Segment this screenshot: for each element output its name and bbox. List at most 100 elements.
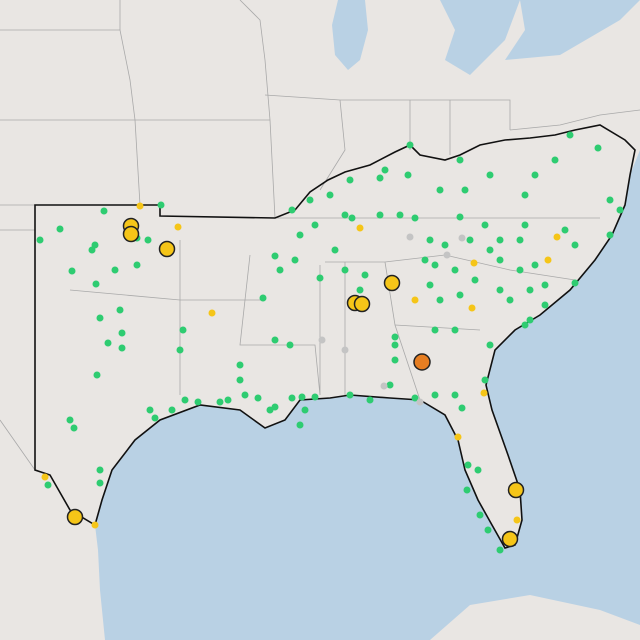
- station-normal: [366, 396, 374, 404]
- station-normal: [481, 221, 489, 229]
- station-normal: [236, 376, 244, 384]
- state-borders: [0, 0, 640, 471]
- station-warning: [356, 224, 364, 232]
- station-normal: [426, 281, 434, 289]
- station-normal: [376, 211, 384, 219]
- station-normal: [104, 339, 112, 347]
- station-normal: [486, 341, 494, 349]
- station-normal: [531, 171, 539, 179]
- station-normal: [381, 166, 389, 174]
- station-normal: [526, 316, 534, 324]
- station-normal: [70, 424, 78, 432]
- station-normal: [484, 526, 492, 534]
- station-normal: [146, 406, 154, 414]
- station-inactive: [406, 233, 414, 241]
- station-alert: [122, 225, 140, 243]
- station-normal: [486, 246, 494, 254]
- station-normal: [431, 391, 439, 399]
- station-alert: [66, 508, 84, 526]
- station-normal: [411, 214, 419, 222]
- station-warning: [208, 309, 216, 317]
- station-normal: [506, 296, 514, 304]
- station-normal: [66, 416, 74, 424]
- station-normal: [356, 286, 364, 294]
- station-normal: [96, 466, 104, 474]
- gulf-and-atlantic: [95, 150, 640, 640]
- station-normal: [194, 398, 202, 406]
- station-normal: [276, 266, 284, 274]
- station-normal: [157, 201, 165, 209]
- station-normal: [526, 286, 534, 294]
- station-normal: [594, 144, 602, 152]
- station-normal: [411, 394, 419, 402]
- station-warning: [454, 433, 462, 441]
- station-normal: [224, 396, 232, 404]
- station-normal: [386, 381, 394, 389]
- station-normal: [404, 171, 412, 179]
- station-normal: [391, 333, 399, 341]
- station-normal: [361, 271, 369, 279]
- station-warning: [174, 223, 182, 231]
- station-normal: [116, 306, 124, 314]
- station-normal: [456, 291, 464, 299]
- station-normal: [341, 211, 349, 219]
- station-inactive: [318, 336, 326, 344]
- station-normal: [144, 236, 152, 244]
- station-normal: [531, 261, 539, 269]
- station-normal: [496, 256, 504, 264]
- station-normal: [566, 131, 574, 139]
- station-normal: [341, 266, 349, 274]
- station-normal: [431, 326, 439, 334]
- station-normal: [346, 391, 354, 399]
- station-normal: [466, 236, 474, 244]
- station-normal: [286, 341, 294, 349]
- station-normal: [606, 196, 614, 204]
- station-normal: [44, 481, 52, 489]
- station-normal: [179, 326, 187, 334]
- station-normal: [496, 286, 504, 294]
- station-normal: [288, 394, 296, 402]
- station-normal: [271, 252, 279, 260]
- station-inactive: [380, 382, 388, 390]
- station-normal: [561, 226, 569, 234]
- station-normal: [571, 241, 579, 249]
- station-normal: [441, 241, 449, 249]
- station-normal: [316, 274, 324, 282]
- station-normal: [461, 186, 469, 194]
- station-normal: [521, 321, 529, 329]
- station-normal: [306, 196, 314, 204]
- station-warning: [544, 256, 552, 264]
- station-normal: [176, 346, 184, 354]
- station-normal: [456, 156, 464, 164]
- station-normal: [118, 329, 126, 337]
- station-normal: [458, 404, 466, 412]
- station-normal: [296, 421, 304, 429]
- station-normal: [456, 213, 464, 221]
- station-normal: [486, 171, 494, 179]
- station-warning: [136, 202, 144, 210]
- station-normal: [298, 393, 306, 401]
- station-inactive: [443, 251, 451, 259]
- station-normal: [96, 314, 104, 322]
- station-normal: [436, 296, 444, 304]
- station-normal: [496, 236, 504, 244]
- station-warning: [41, 473, 49, 481]
- station-normal: [301, 406, 309, 414]
- station-normal: [406, 141, 414, 149]
- lake-huron-erie: [440, 0, 640, 75]
- station-normal: [348, 214, 356, 222]
- station-normal: [326, 191, 334, 199]
- station-normal: [88, 246, 96, 254]
- station-warning: [468, 304, 476, 312]
- station-normal: [288, 206, 296, 214]
- station-normal: [481, 376, 489, 384]
- station-normal: [111, 266, 119, 274]
- station-normal: [36, 236, 44, 244]
- station-normal: [471, 276, 479, 284]
- station-normal: [474, 466, 482, 474]
- station-normal: [133, 261, 141, 269]
- station-alert: [353, 295, 371, 313]
- station-normal: [521, 221, 529, 229]
